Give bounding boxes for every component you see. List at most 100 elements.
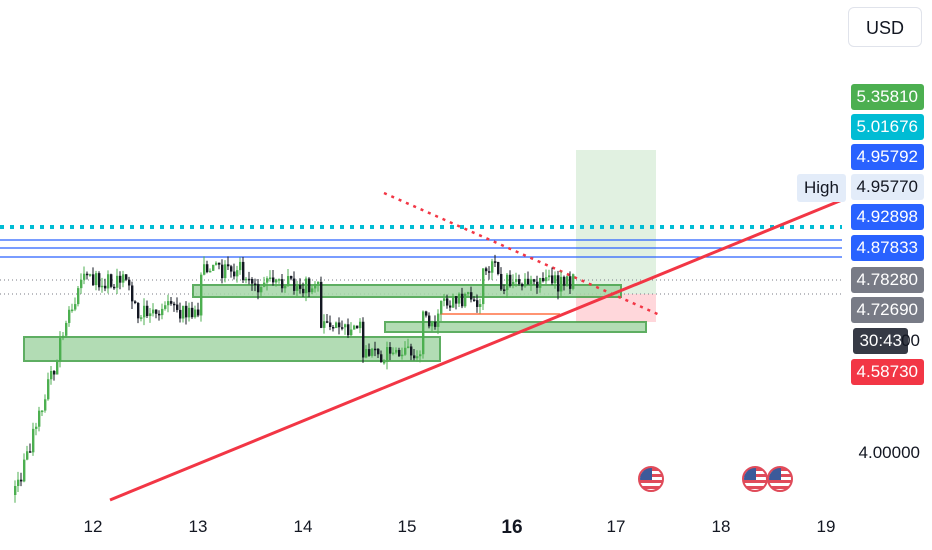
flag-canton: [769, 468, 781, 480]
candle-body: [443, 298, 446, 301]
candle-body: [380, 354, 383, 363]
candle-body: [89, 274, 92, 276]
candle-body: [173, 303, 176, 306]
candle-body: [233, 271, 236, 277]
candle-body: [230, 266, 233, 272]
candle-body: [248, 278, 251, 281]
candle-body: [209, 270, 212, 273]
price-tag: 5.35810: [850, 84, 924, 110]
candle-body: [434, 321, 437, 327]
candle-body: [296, 285, 299, 291]
candle-body: [71, 309, 74, 312]
candle-body: [539, 278, 542, 288]
candle-body: [32, 428, 35, 453]
candle-body: [491, 261, 494, 273]
candle-body: [305, 278, 308, 294]
resistance-dotted-line: [383, 191, 663, 318]
candle-body: [212, 264, 215, 271]
candle-body: [65, 322, 68, 336]
candle-body: [131, 285, 134, 302]
price-tag: 4.95792: [850, 144, 924, 170]
candle-body: [479, 304, 482, 307]
x-tick-18: 18: [711, 517, 731, 536]
candle-body: [254, 283, 257, 286]
candle-body: [113, 286, 116, 289]
x-tick-13: 13: [188, 517, 208, 536]
candle-body: [101, 285, 104, 288]
zone-small: [384, 321, 647, 333]
candle-body: [137, 303, 140, 319]
candle-body: [23, 459, 26, 482]
candle-body: [365, 349, 368, 358]
candle-body: [176, 304, 179, 310]
candle-body: [530, 279, 533, 285]
candle-body: [218, 262, 221, 265]
candle-body: [500, 273, 503, 290]
candle-body: [425, 311, 428, 316]
candle-body: [437, 313, 440, 327]
x-tick-14: 14: [293, 517, 313, 536]
candle-body: [353, 325, 356, 330]
candle-body: [545, 277, 548, 282]
candle-body: [293, 278, 296, 291]
candle-body: [203, 264, 206, 275]
price-tag: 4.78280: [850, 267, 924, 293]
candle-body: [164, 305, 167, 309]
candle-body: [185, 305, 188, 318]
x-tick-19: 19: [816, 517, 836, 536]
candle-body: [431, 321, 434, 327]
candle-body: [95, 273, 98, 286]
us-flag-icon[interactable]: [638, 466, 664, 492]
candle-body: [383, 361, 386, 364]
candle-body: [548, 275, 551, 278]
candle-body: [155, 309, 158, 314]
candle-body: [404, 347, 407, 355]
candle-body: [551, 275, 554, 284]
candle-body: [419, 354, 422, 357]
candle-body: [260, 286, 263, 293]
candle-body: [242, 261, 245, 281]
candle-body: [284, 285, 287, 289]
candle-body: [566, 276, 569, 286]
candle-body: [50, 371, 53, 380]
candle-body: [251, 279, 254, 284]
candle-body: [38, 410, 41, 427]
candle-body: [533, 279, 536, 282]
candle-body: [179, 309, 182, 319]
candle-body: [80, 279, 83, 289]
candle-body: [110, 274, 113, 287]
candle-body: [215, 262, 218, 265]
high-marker-label: High: [797, 174, 846, 202]
candle-body: [362, 321, 365, 358]
candle-body: [461, 293, 464, 307]
candle-body: [359, 321, 362, 329]
candle-body: [518, 279, 521, 284]
candle-body: [257, 284, 260, 293]
x-tick-17: 17: [606, 517, 626, 536]
candle-body: [281, 279, 284, 289]
candle-body: [458, 293, 461, 304]
candle-body: [473, 299, 476, 302]
candle-body: [269, 277, 272, 280]
us-flag-icon[interactable]: [742, 466, 768, 492]
candle-body: [560, 276, 563, 292]
candle-body: [275, 279, 278, 283]
candle-body: [197, 309, 200, 316]
stop-zone: [576, 294, 656, 322]
price-axis-label: 4.00000: [858, 443, 920, 462]
us-flag-icon[interactable]: [767, 466, 793, 492]
candle-body: [20, 479, 23, 482]
candle-body: [86, 273, 89, 276]
candle-body: [161, 308, 164, 316]
candle-body: [191, 307, 194, 318]
candle-body: [455, 296, 458, 304]
candle-body: [188, 307, 191, 318]
candle-body: [476, 300, 479, 307]
currency-selector[interactable]: USD: [848, 7, 922, 47]
candle-body: [26, 451, 29, 460]
candle-body: [227, 264, 230, 267]
candle-body: [494, 261, 497, 263]
candle-body: [14, 486, 17, 495]
candle-body: [194, 309, 197, 318]
